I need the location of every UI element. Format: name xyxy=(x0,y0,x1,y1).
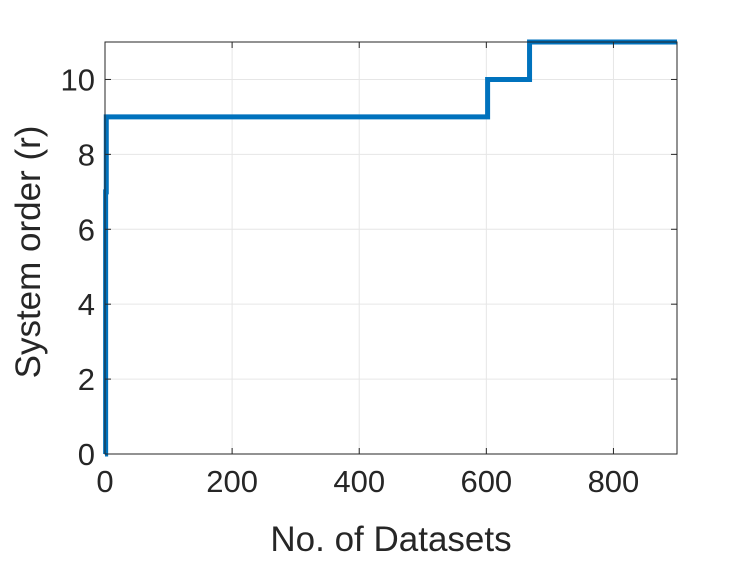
x-tick-label-3: 600 xyxy=(460,464,512,499)
y-tick-label-5: 10 xyxy=(61,62,95,97)
series-line-0 xyxy=(103,39,677,457)
series-layer xyxy=(103,39,677,457)
x-tick-label-2: 400 xyxy=(333,464,385,499)
y-tick-label-3: 6 xyxy=(78,212,95,247)
y-tick-label-2: 4 xyxy=(78,287,95,322)
y-tick-label-0: 0 xyxy=(78,437,95,472)
plot-frame xyxy=(104,41,678,455)
x-tick-label-0: 0 xyxy=(96,464,113,499)
axis-ticks: 0 200 400 600 800 0 2 4 6 8 10 xyxy=(61,42,677,499)
y-tick-label-1: 2 xyxy=(78,362,95,397)
y-axis-label: System order (r) xyxy=(9,126,48,379)
x-tick-label-1: 200 xyxy=(206,464,258,499)
x-tick-label-4: 800 xyxy=(588,464,640,499)
y-tick-label-4: 8 xyxy=(78,137,95,172)
x-axis-label: No. of Datasets xyxy=(270,520,511,559)
